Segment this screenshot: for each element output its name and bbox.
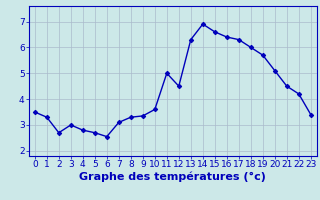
X-axis label: Graphe des températures (°c): Graphe des températures (°c) — [79, 172, 266, 182]
